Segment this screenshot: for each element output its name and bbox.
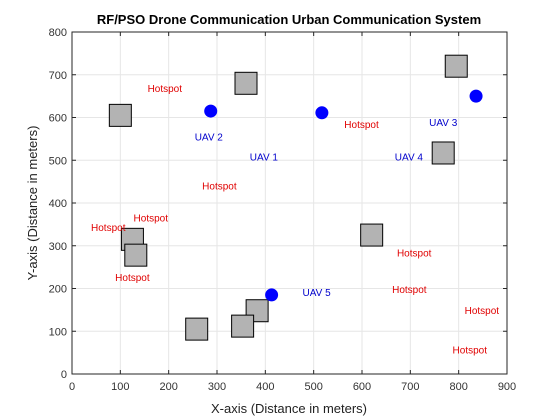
hotspot-label: Hotspot [392,285,427,296]
uavs [204,89,483,302]
building-marker [444,54,468,78]
y-tick-label: 100 [49,326,67,338]
hotspot-label: Hotspot [91,223,126,234]
x-tick-label: 0 [69,381,75,393]
building-marker [231,314,255,338]
uav-label: UAV 1 [250,152,279,163]
uav-label: UAV 3 [429,118,458,129]
uav-label: UAV 4 [395,152,424,163]
building-marker [360,223,384,247]
y-tick-label: 500 [49,155,67,167]
building-marker [185,317,209,341]
x-tick-label: 100 [111,381,129,393]
x-tick-label: 600 [353,381,371,393]
y-tick-label: 200 [49,284,67,296]
hotspot-label: Hotspot [465,306,500,317]
y-tick-label: 600 [49,113,67,125]
hotspot-label: Hotspot [344,120,379,131]
hotspot-label: Hotspot [397,248,432,259]
y-tick-label: 800 [49,27,67,39]
uav-marker [315,106,329,120]
y-tick-label: 700 [49,70,67,82]
x-tick-label: 300 [208,381,226,393]
building-marker [108,103,132,127]
y-tick-label: 300 [49,241,67,253]
x-tick-label: 200 [159,381,177,393]
y-tick-label: 0 [61,369,67,381]
x-tick-label: 700 [401,381,419,393]
uav-label: UAV 2 [195,133,224,144]
x-axis-label: X-axis (Distance in meters) [211,401,367,416]
chart-title: RF/PSO Drone Communication Urban Communi… [97,12,481,27]
uav-label: UAV 5 [302,288,331,299]
x-tick-label: 800 [449,381,467,393]
y-axis-label: Y-axis (Distance in meters) [25,126,40,281]
hotspot-label: Hotspot [202,181,237,192]
hotspot-label: Hotspot [134,213,169,224]
building-marker [124,243,148,267]
x-tick-label: 900 [498,381,516,393]
annotations: UAV 1 UAV 2 UAV 3 UAV 4 UAV 5 Hotspot Hotspot H… [91,84,499,357]
building-marker [234,71,258,95]
hotspot-label: Hotspot [148,84,183,95]
x-tick-label: 500 [304,381,322,393]
hotspot-label: Hotspot [453,345,488,356]
building-marker [431,141,455,165]
ticks: 0 100 200 300 400 500 600 700 800 900 0 100 200 300 40… [49,27,517,393]
uav-marker [204,104,218,118]
uav-marker [469,89,483,103]
hotspot-label: Hotspot [115,273,150,284]
y-tick-label: 400 [49,198,67,210]
uav-marker [265,288,279,302]
grid [71,31,508,375]
x-tick-label: 400 [256,381,274,393]
buildings [108,54,468,341]
